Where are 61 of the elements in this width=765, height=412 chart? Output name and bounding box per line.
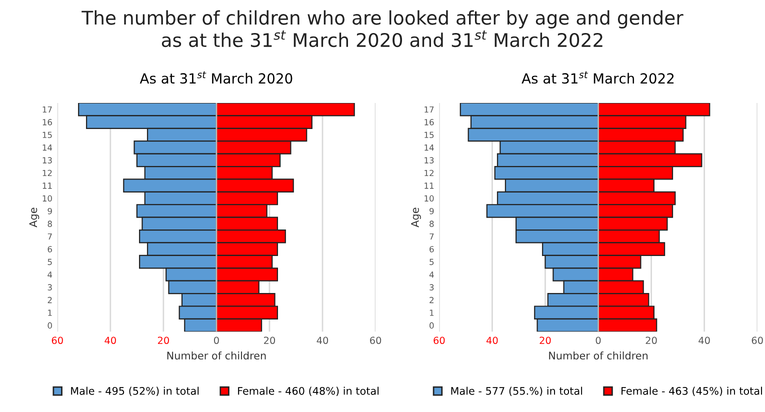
x-tick-label: 20 (540, 336, 551, 344)
x-tick-label: 20 (264, 336, 276, 344)
y-axis-title: Age (411, 208, 421, 228)
x-axis-title: Number of children (549, 351, 648, 360)
x-tick-label: 40 (104, 336, 116, 344)
legend-label: Female - 460 (48%) in total (238, 386, 379, 396)
y-tick-label: 2 (430, 296, 434, 304)
text: The number of children who are looked after by age and gender as at the 31$^{st}$ March 2020 and 31$^{st}$ March 2022 (82, 10, 684, 48)
x-tick-label: 60 (434, 336, 445, 344)
y-tick-label: 6 (430, 246, 434, 252)
x-tick-label: 60 (370, 336, 382, 344)
y-tick-label: 15 (42, 132, 52, 138)
y-tick-label: 12 (424, 170, 434, 176)
y-axis-title: Age (29, 208, 40, 228)
x-tick-label: 60 (752, 336, 763, 344)
x-tick-label: 20 (646, 336, 657, 344)
y-tick-label: 12 (42, 170, 52, 176)
y-tick-label: 8 (48, 220, 52, 227)
y-tick-label: 7 (430, 233, 434, 240)
legend-label: Male - 577 (55.%) in total (451, 386, 582, 396)
y-tick-label: 9 (48, 208, 52, 214)
legend-label: Male - 495 (52%) in total (71, 386, 199, 396)
y-tick-label: 17 (424, 106, 434, 113)
y-tick-label: 15 (424, 132, 434, 138)
y-tick-label: 10 (42, 195, 52, 202)
y-tick-label: 4 (48, 272, 52, 278)
y-tick-label: 11 (424, 182, 434, 189)
y-tick-label: 16 (42, 119, 52, 126)
x-tick-label: 40 (486, 336, 498, 344)
y-tick-label: 5 (48, 258, 52, 266)
y-tick-label: 2 (48, 296, 52, 304)
y-tick-label: 10 (424, 195, 434, 202)
y-tick-label: 3 (430, 284, 434, 290)
y-tick-label: 17 (42, 106, 52, 113)
y-tick-label: 6 (48, 246, 52, 252)
y-tick-label: 9 (430, 208, 434, 214)
chart-title: As at 31$^{st}$ March 2020 (140, 71, 292, 84)
x-tick-label: 40 (698, 336, 710, 344)
y-tick-label: 14 (42, 144, 52, 151)
x-axis-title: Number of children (167, 351, 266, 360)
y-tick-label: 13 (424, 157, 434, 164)
y-tick-label: 0 (430, 322, 434, 329)
legend-label: Female - 463 (45%) in total (622, 386, 762, 396)
chart-title: As at 31$^{st}$ March 2022 (522, 71, 674, 84)
x-tick-label: 0 (214, 336, 219, 344)
y-tick-label: 13 (42, 157, 52, 164)
y-tick-label: 8 (430, 220, 434, 227)
y-tick-label: 3 (48, 284, 52, 290)
y-tick-label: 4 (429, 272, 434, 278)
y-tick-label: 5 (430, 258, 434, 266)
y-tick-label: 11 (42, 182, 52, 189)
y-tick-label: 7 (48, 233, 52, 240)
y-tick-label: 0 (48, 322, 52, 329)
x-tick-label: 60 (52, 336, 63, 344)
y-tick-label: 14 (424, 144, 434, 151)
y-tick-label: 1 (48, 310, 52, 316)
x-tick-label: 0 (596, 336, 601, 344)
y-tick-label: 1 (430, 310, 434, 316)
y-tick-label: 16 (424, 119, 434, 126)
x-tick-label: 40 (316, 336, 328, 344)
x-tick-label: 20 (158, 336, 169, 344)
